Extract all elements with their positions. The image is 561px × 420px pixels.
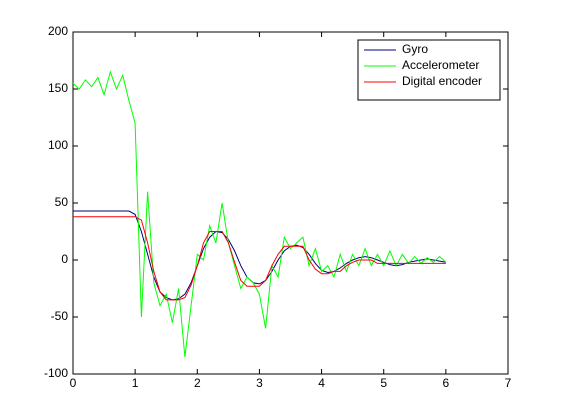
x-tick-label: 3 — [256, 376, 263, 390]
y-tick-label: 150 — [48, 81, 68, 95]
y-tick-label: -50 — [51, 309, 69, 323]
y-tick-label: 0 — [61, 252, 68, 266]
x-tick-label: 5 — [380, 376, 387, 390]
line — [72, 70, 447, 357]
x-tick-label: 4 — [318, 376, 325, 390]
x-tick-label: 2 — [194, 376, 201, 390]
y-tick-label: 200 — [48, 24, 68, 38]
x-tick-label: 1 — [132, 376, 139, 390]
line — [73, 210, 446, 301]
line — [73, 216, 446, 301]
y-tick-label: -100 — [44, 366, 68, 380]
x-tick-label: 7 — [505, 376, 512, 390]
y-tick-label: 100 — [48, 138, 68, 152]
legend-label: Digital encoder — [402, 74, 482, 88]
x-tick-label: 0 — [70, 376, 77, 390]
x-tick-label: 6 — [443, 376, 450, 390]
legend-label: Gyro — [402, 42, 428, 56]
legend-label: Accelerometer — [402, 58, 479, 72]
y-tick-label: 50 — [55, 195, 69, 209]
